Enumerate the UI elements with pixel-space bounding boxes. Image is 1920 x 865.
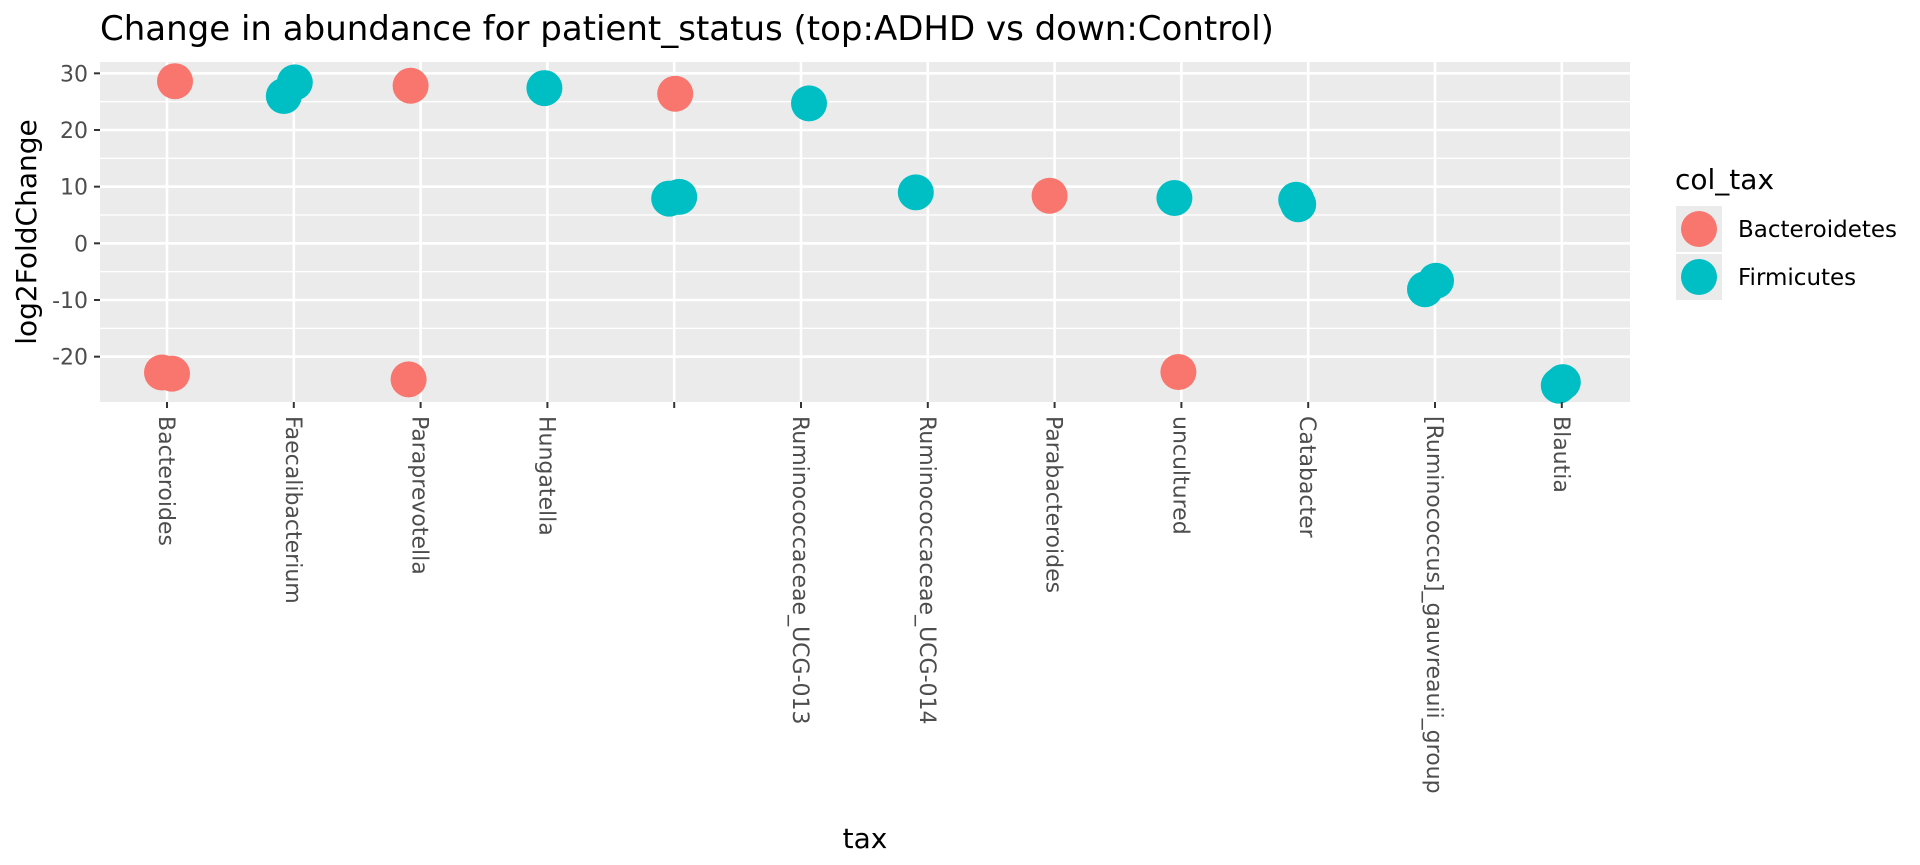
y-tick-label: 0 — [74, 232, 88, 257]
y-axis: -20 -10 0 10 20 30 — [52, 62, 100, 371]
x-tick-label: Catabacter — [1294, 416, 1319, 539]
y-axis-title: log2FoldChange — [10, 119, 43, 345]
data-point-firmicutes — [1278, 181, 1315, 218]
x-tick-label: Hungatella — [533, 416, 558, 536]
data-point-bacteroidetes — [1160, 353, 1197, 390]
x-tick-label: Paraprevotella — [407, 416, 432, 575]
x-axis: Bacteroides Faecalibacterium Paraprevotell… — [153, 402, 1573, 794]
legend-label: Firmicutes — [1738, 265, 1856, 291]
data-point-bacteroidetes — [392, 67, 429, 104]
x-tick-label: Ruminococcaceae_UCG-013 — [787, 416, 812, 725]
data-point-bacteroidetes — [157, 63, 193, 100]
y-tick-label: 30 — [60, 62, 88, 87]
data-point-firmicutes — [791, 85, 827, 122]
x-tick-label: Blautia — [1548, 416, 1573, 493]
data-point-bacteroidetes — [144, 354, 180, 391]
x-tick-label: Ruminococcaceae_UCG-014 — [914, 416, 939, 725]
data-point-bacteroidetes — [390, 361, 427, 398]
chart-title: Change in abundance for patient_status (… — [100, 9, 1274, 49]
x-axis-title: tax — [843, 822, 888, 855]
y-tick-label: -10 — [52, 289, 88, 314]
x-tick-label: Faecalibacterium — [280, 416, 305, 604]
x-tick-label: Parabacteroides — [1041, 416, 1066, 593]
data-point-firmicutes — [651, 180, 688, 217]
legend-swatch — [1681, 259, 1717, 295]
plot-panel — [100, 62, 1630, 402]
x-tick-label: [Ruminococcus]_gauvreauii_group — [1421, 416, 1446, 794]
data-point-firmicutes — [526, 70, 563, 107]
legend: col_tax Bacteroidetes Firmicutes — [1675, 163, 1897, 300]
data-point-firmicutes — [897, 174, 934, 211]
data-point-firmicutes — [265, 78, 302, 114]
legend-label: Bacteroidetes — [1738, 217, 1897, 243]
legend-items: Bacteroidetes Firmicutes — [1676, 206, 1897, 300]
data-point-firmicutes — [1156, 180, 1193, 216]
data-point-firmicutes — [1544, 364, 1581, 401]
x-tick-label: Bacteroides — [153, 416, 178, 546]
data-point-firmicutes — [1407, 271, 1443, 308]
x-tick-label: uncultured — [1167, 416, 1192, 535]
data-point-bacteroidetes — [1031, 177, 1068, 214]
grid-lines — [100, 62, 1630, 402]
y-tick-label: 10 — [60, 176, 88, 201]
data-points — [144, 63, 1581, 404]
legend-title: col_tax — [1675, 163, 1774, 196]
legend-swatch — [1681, 211, 1717, 247]
data-point-bacteroidetes — [657, 75, 694, 112]
y-tick-label: -20 — [52, 346, 88, 371]
y-tick-label: 20 — [60, 119, 88, 144]
